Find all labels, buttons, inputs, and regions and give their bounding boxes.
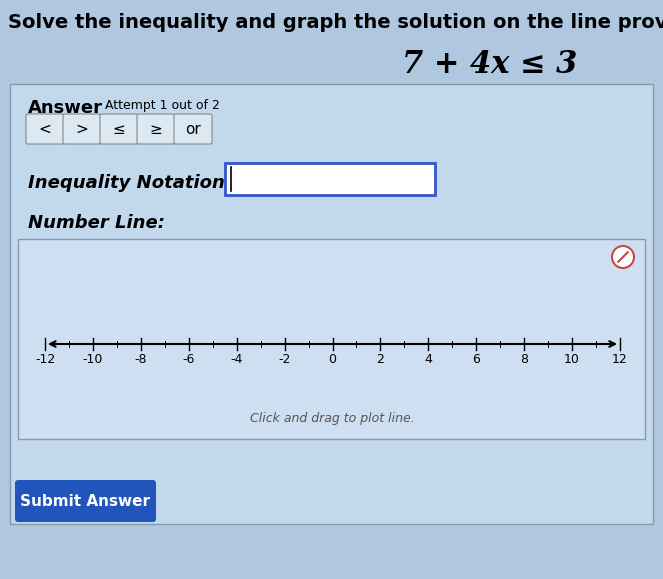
Text: 8: 8 — [520, 353, 528, 366]
Text: 4: 4 — [424, 353, 432, 366]
FancyBboxPatch shape — [225, 163, 435, 195]
Text: Answer: Answer — [28, 99, 103, 117]
Text: 12: 12 — [612, 353, 628, 366]
Text: 0: 0 — [328, 353, 337, 366]
Circle shape — [612, 246, 634, 268]
Text: -8: -8 — [135, 353, 147, 366]
FancyBboxPatch shape — [100, 114, 138, 144]
FancyBboxPatch shape — [63, 114, 101, 144]
FancyBboxPatch shape — [15, 480, 156, 522]
Text: -2: -2 — [278, 353, 291, 366]
Text: 6: 6 — [472, 353, 480, 366]
Text: Click and drag to plot line.: Click and drag to plot line. — [250, 412, 415, 425]
FancyBboxPatch shape — [26, 114, 64, 144]
Text: or: or — [185, 122, 201, 137]
Text: Submit Answer: Submit Answer — [21, 493, 151, 508]
FancyBboxPatch shape — [10, 84, 653, 524]
Text: Attempt 1 out of 2: Attempt 1 out of 2 — [105, 99, 220, 112]
Text: Number Line:: Number Line: — [28, 214, 165, 232]
Text: 2: 2 — [377, 353, 385, 366]
Text: 7 + 4x ≤ 3: 7 + 4x ≤ 3 — [402, 49, 577, 80]
Text: -10: -10 — [83, 353, 103, 366]
Text: ≥: ≥ — [150, 122, 162, 137]
Text: <: < — [38, 122, 51, 137]
Text: 10: 10 — [564, 353, 580, 366]
Text: >: > — [76, 122, 88, 137]
Text: Inequality Notation:: Inequality Notation: — [28, 174, 232, 192]
FancyBboxPatch shape — [137, 114, 175, 144]
Text: ≤: ≤ — [113, 122, 125, 137]
FancyBboxPatch shape — [18, 239, 645, 439]
Text: -12: -12 — [35, 353, 55, 366]
Text: -4: -4 — [231, 353, 243, 366]
Text: -6: -6 — [182, 353, 195, 366]
Text: Solve the inequality and graph the solution on the line provided.: Solve the inequality and graph the solut… — [8, 13, 663, 32]
FancyBboxPatch shape — [174, 114, 212, 144]
